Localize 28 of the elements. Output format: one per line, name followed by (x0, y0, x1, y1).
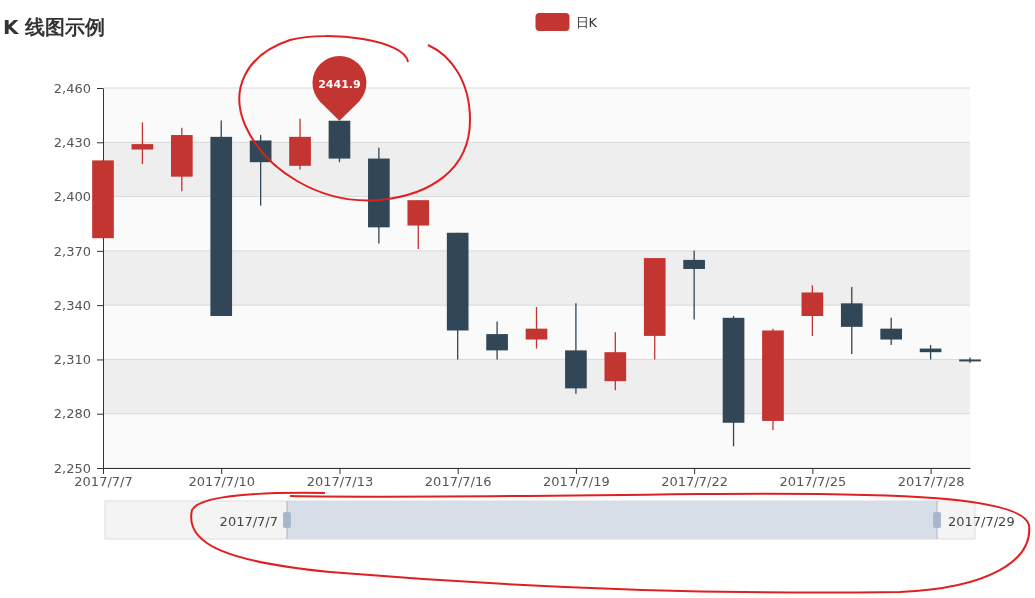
candlestick (683, 250, 705, 321)
y-tick-label: 2,430 (53, 134, 91, 150)
candlestick (131, 121, 154, 165)
y-tick-label: 2,310 (53, 352, 91, 368)
y-tick-label: 2,340 (53, 297, 91, 313)
x-tick-label: 2017/7/25 (779, 474, 847, 490)
candlestick (840, 286, 863, 355)
y-tick-label: 2,250 (53, 460, 91, 476)
chart-title: K 线图示例 (3, 15, 106, 39)
text: 2017/7/29 (948, 514, 1015, 529)
text: 2017/7/7 (219, 514, 278, 529)
legend-label: 日K (575, 15, 598, 30)
candlestick (801, 284, 824, 337)
y-tick-label: 2,280 (53, 406, 91, 422)
x-tick-label: 2017/7/16 (424, 474, 492, 490)
y-tick-label: 2,460 (53, 80, 91, 96)
candlestick (525, 306, 548, 350)
annotation: 2441.9 (318, 77, 361, 91)
x-tick-label: 2017/7/13 (306, 474, 374, 490)
x-tick-label: 2017/7/7 (74, 474, 133, 490)
candlestick (486, 320, 508, 361)
y-tick-label: 2,400 (53, 189, 91, 205)
y-tick-label: 2,370 (53, 243, 91, 259)
x-tick-label: 2017/7/28 (897, 474, 965, 490)
candlestick (880, 317, 903, 346)
x-tick-label: 2017/7/10 (188, 474, 256, 490)
x-tick-label: 2017/7/22 (661, 474, 728, 490)
x-tick-label: 2017/7/19 (543, 474, 610, 490)
